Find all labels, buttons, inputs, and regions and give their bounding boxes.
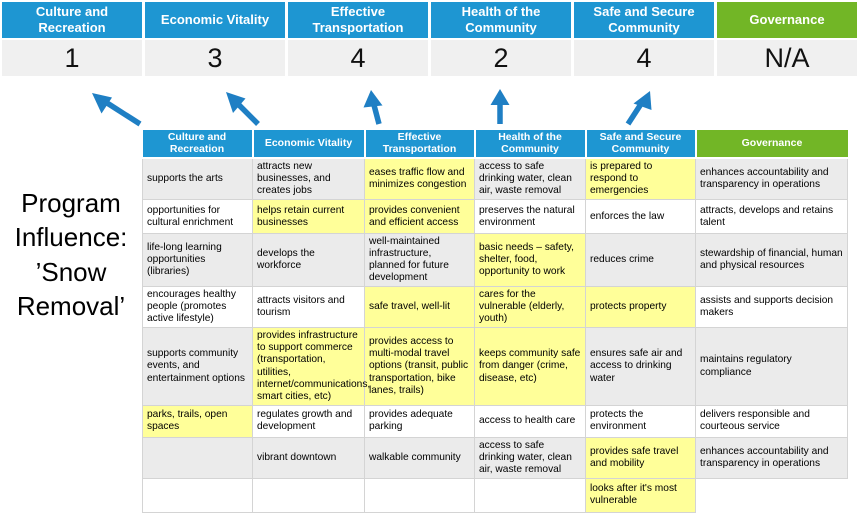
matrix-header-row: Culture and Recreation Economic Vitality E… [142,130,848,160]
matrix-cell-r5-governance: maintains regulatory compliance [695,327,848,406]
matrix-cell-r8-governance [695,478,848,513]
priority-box-effective-transportation: Effective Transportation [288,2,428,38]
matrix-cell-r3-safe-and-secure-community: reduces crime [585,233,696,288]
matrix-cell-r8-safe-and-secure-community: looks after it's most vulnerable [585,477,696,513]
matrix-row-5: supports community events, and entertain… [142,327,848,406]
matrix-cell-r4-effective-transportation: safe travel, well-lit [364,286,475,329]
matrix-cell-r3-governance: stewardship of financial, human and phys… [695,233,848,288]
matrix-cell-r6-governance: delivers responsible and courteous servi… [695,404,848,438]
matrix-header-effective-transportation: Effective Transportation [364,130,476,160]
matrix-cell-r4-economic-vitality: attracts visitors and tourism [252,286,365,329]
matrix-row-7: vibrant downtown walkable community access… [142,436,848,479]
priority-header-band: Culture and Recreation Economic Vitality E… [2,2,857,38]
priority-score-health-of-the-community: 2 [431,40,571,76]
matrix-cell-r4-culture-and-recreation: encourages healthy people (promotes acti… [142,286,253,329]
matrix-header-governance: Governance [695,130,848,160]
matrix-cell-r7-effective-transportation: walkable community [364,436,475,479]
matrix-table: Culture and Recreation Economic Vitality E… [142,130,848,513]
matrix-cell-r6-health-of-the-community: access to health care [474,404,586,438]
matrix-cell-r2-governance: attracts, develops and retains talent [695,199,848,235]
matrix-cell-r5-effective-transportation: provides access to multi-modal travel op… [364,327,475,406]
matrix-header-culture-and-recreation: Culture and Recreation [142,130,254,160]
priority-box-culture-and-recreation: Culture and Recreation [2,2,142,38]
matrix-row-4: encourages healthy people (promotes acti… [142,286,848,329]
matrix-row-1: supports the arts attracts new businesses… [142,157,848,201]
matrix-cell-r7-economic-vitality: vibrant downtown [252,436,365,479]
matrix-cell-r2-safe-and-secure-community: enforces the law [585,199,696,235]
priority-score-economic-vitality: 3 [145,40,285,76]
matrix-cell-r7-culture-and-recreation [142,436,253,479]
matrix-cell-r6-safe-and-secure-community: protects the environment [585,404,696,438]
matrix-cell-r1-governance: enhances accountability and transparency… [695,157,848,201]
matrix-cell-r7-safe-and-secure-community: provides safe travel and mobility [585,436,696,479]
matrix-row-8: looks after it's most vulnerable [142,477,848,513]
matrix-cell-r6-culture-and-recreation: parks, trails, open spaces [142,404,253,438]
priority-box-economic-vitality: Economic Vitality [145,2,285,38]
matrix-cell-r2-culture-and-recreation: opportunities for cultural enrichment [142,199,253,235]
priority-score-safe-and-secure-community: 4 [574,40,714,76]
matrix-cell-r8-culture-and-recreation [142,477,253,513]
matrix-header-health-of-the-community: Health of the Community [474,130,587,160]
matrix-cell-r4-governance: assists and supports decision makers [695,286,848,329]
matrix-cell-r5-economic-vitality: provides infrastructure to support comme… [252,327,370,406]
matrix-cell-r8-effective-transportation [364,477,475,513]
matrix-cell-r5-culture-and-recreation: supports community events, and entertain… [142,327,253,406]
influence-arrow-2 [226,92,260,126]
matrix-cell-r2-health-of-the-community: preserves the natural environment [474,199,586,235]
matrix-cell-r2-effective-transportation: provides convenient and efficient access [364,199,475,235]
matrix-cell-r4-health-of-the-community: cares for the vulnerable (elderly, youth… [474,286,586,329]
matrix-cell-r8-health-of-the-community [474,477,586,513]
matrix-cell-r7-health-of-the-community: access to safe drinking water, clean air… [474,436,586,479]
matrix-cell-r2-economic-vitality: helps retain current businesses [252,199,365,235]
matrix-cell-r6-economic-vitality: regulates growth and development [252,404,365,438]
matrix-cell-r5-health-of-the-community: keeps community safe from danger (crime,… [474,327,586,406]
matrix-cell-r3-effective-transportation: well-maintained infrastructure, planned … [364,233,475,288]
priority-score-band: 1 3 4 2 4 N/A [2,40,857,76]
matrix-cell-r3-health-of-the-community: basic needs – safety, shelter, food, opp… [474,233,586,288]
priority-score-culture-and-recreation: 1 [2,40,142,76]
matrix-cell-r1-health-of-the-community: access to safe drinking water, clean air… [474,157,586,201]
matrix-cell-r1-safe-and-secure-community: is prepared to respond to emergencies [585,157,696,201]
influence-arrow-4 [490,89,510,124]
matrix-header-safe-and-secure-community: Safe and Secure Community [585,130,697,160]
matrix-cell-r5-safe-and-secure-community: ensures safe air and access to drinking … [585,327,696,406]
matrix-cell-r3-economic-vitality: develops the workforce [252,233,365,288]
matrix-cell-r8-economic-vitality [252,477,365,513]
influence-arrow-3 [363,90,383,125]
matrix-cell-r1-economic-vitality: attracts new businesses, and creates job… [252,157,365,201]
matrix-cell-r6-effective-transportation: provides adequate parking [364,404,475,438]
matrix-cell-r1-culture-and-recreation: supports the arts [142,157,253,201]
priority-box-safe-and-secure-community: Safe and Secure Community [574,2,714,38]
matrix-cell-r1-effective-transportation: eases traffic flow and minimizes congest… [364,157,475,201]
matrix-row-6: parks, trails, open spaces regulates grow… [142,404,848,438]
program-title: Program Influence: ’Snow Removal’ [14,188,128,321]
priority-score-governance: N/A [717,40,857,76]
priority-box-health-of-the-community: Health of the Community [431,2,571,38]
matrix-cell-r3-culture-and-recreation: life-long learning opportunities (librar… [142,233,253,288]
influence-arrows [92,89,652,127]
matrix-row-2: opportunities for cultural enrichment hel… [142,199,848,235]
matrix-cell-r4-safe-and-secure-community: protects property [585,286,696,329]
priority-box-governance: Governance [717,2,857,38]
influence-arrow-5 [625,91,652,126]
priority-score-effective-transportation: 4 [288,40,428,76]
matrix-header-economic-vitality: Economic Vitality [252,130,366,160]
matrix-row-3: life-long learning opportunities (librar… [142,233,848,288]
influence-arrow-1 [92,93,142,127]
matrix-cell-r7-governance: enhances accountability and transparency… [695,436,848,479]
